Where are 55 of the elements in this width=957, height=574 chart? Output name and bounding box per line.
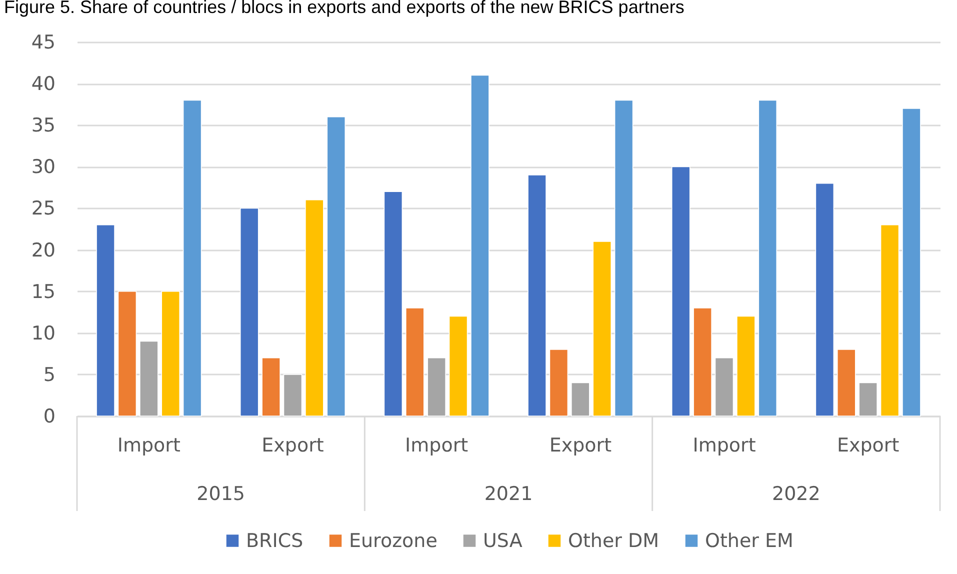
x-tick-label: Import — [117, 434, 180, 456]
y-tick-label: 15 — [31, 280, 56, 303]
y-tick-label: 10 — [31, 322, 56, 344]
y-tick-label: 30 — [31, 156, 56, 178]
x-tick-label: Import — [692, 434, 756, 456]
bar — [240, 208, 259, 416]
legend-label: Other EM — [705, 530, 794, 552]
bar — [305, 200, 324, 416]
bar — [815, 182, 834, 416]
bar — [448, 316, 468, 416]
bar — [549, 349, 568, 416]
y-tick-label: 45 — [31, 32, 56, 54]
bar — [161, 290, 180, 416]
bar — [714, 357, 734, 416]
bar — [405, 308, 424, 416]
bar — [182, 100, 202, 416]
chart-title: Figure 5. Share of countries / blocs in exports and exports of the new BRICS partners — [4, 0, 684, 17]
bar — [262, 357, 280, 416]
bar — [571, 382, 590, 416]
x-tick-label: Export — [836, 434, 900, 456]
bar — [528, 174, 546, 416]
x-tick-label: Export — [549, 434, 612, 456]
bar — [880, 224, 900, 416]
bar — [858, 382, 878, 416]
bar — [693, 308, 712, 416]
text: 2015 — [196, 483, 246, 505]
bar — [902, 108, 921, 416]
bar — [671, 166, 690, 416]
x-tick-label: Export — [262, 434, 324, 456]
bar — [592, 241, 612, 416]
legend-label: BRICS — [246, 530, 304, 552]
y-tick-label: 40 — [31, 73, 56, 96]
y-tick-label: 25 — [31, 198, 56, 220]
bar — [384, 191, 403, 416]
y-tick-label: 35 — [31, 114, 56, 137]
text: 2022 — [772, 483, 820, 505]
x-tick-label: Import — [405, 434, 468, 456]
bar — [758, 100, 778, 416]
bar — [836, 349, 856, 416]
legend-label: Eurozone — [349, 530, 438, 552]
text: 2021 — [484, 483, 533, 505]
y-tick-label: 0 — [43, 406, 56, 428]
legend-label: USA — [483, 530, 522, 552]
bar — [470, 74, 490, 416]
bar — [736, 316, 756, 416]
bar — [427, 357, 446, 416]
bar — [96, 224, 115, 416]
y-tick-label: 5 — [43, 364, 56, 386]
bar — [326, 116, 346, 416]
bar — [614, 100, 634, 416]
bar — [283, 374, 302, 416]
legend-label: Other DM — [568, 530, 660, 552]
bar — [140, 340, 158, 416]
bar — [118, 290, 137, 416]
y-tick-label: 20 — [31, 239, 56, 262]
